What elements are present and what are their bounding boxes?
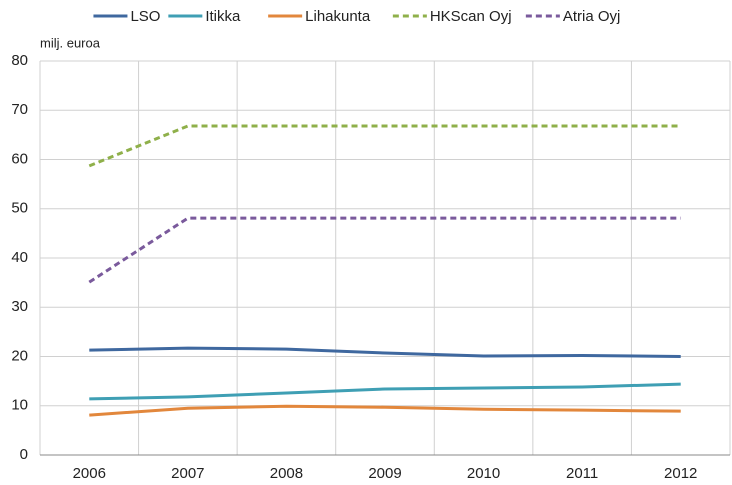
- y-tick-label: 80: [11, 52, 28, 69]
- series-line: [89, 404, 681, 417]
- x-tick-label: 2008: [270, 465, 303, 482]
- legend-label: Itikka: [205, 8, 241, 25]
- legend-label: Atria Oyj: [563, 8, 621, 25]
- x-tick-label: 2009: [368, 465, 401, 482]
- legend-label: Lihakunta: [305, 8, 371, 25]
- y-tick-label: 10: [11, 397, 28, 414]
- y-tick-label: 60: [11, 150, 28, 167]
- y-tick-label: 40: [11, 249, 28, 266]
- series-line: [89, 346, 681, 358]
- y-tick-label: 70: [11, 101, 28, 118]
- y-axis-label: milj. euroa: [40, 35, 101, 50]
- legend-label: HKScan Oyj: [430, 8, 512, 25]
- x-tick-label: 2011: [566, 465, 598, 482]
- y-tick-label: 20: [11, 347, 28, 364]
- y-tick-label: 30: [11, 298, 28, 315]
- series-line: [88, 216, 681, 284]
- y-tick-label: 50: [11, 200, 28, 217]
- legend-label: LSO: [130, 8, 160, 25]
- x-tick-label: 2010: [467, 465, 500, 482]
- x-tick-label: 2007: [171, 465, 204, 482]
- series-line: [89, 382, 681, 401]
- series-line: [88, 124, 681, 168]
- x-tick-label: 2006: [73, 465, 106, 482]
- x-tick-label: 2012: [664, 465, 697, 482]
- y-tick-label: 0: [20, 446, 28, 463]
